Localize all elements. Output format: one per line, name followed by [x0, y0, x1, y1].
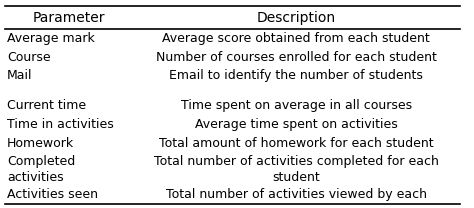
Text: Time spent on average in all courses: Time spent on average in all courses	[181, 99, 412, 113]
Text: Mail: Mail	[7, 69, 33, 82]
Text: Homework: Homework	[7, 137, 74, 150]
Text: Number of courses enrolled for each student: Number of courses enrolled for each stud…	[156, 51, 437, 64]
Text: Current time: Current time	[7, 99, 86, 113]
Text: Total amount of homework for each student: Total amount of homework for each studen…	[159, 137, 434, 150]
Text: Course: Course	[7, 51, 51, 64]
Text: Completed
activities: Completed activities	[7, 155, 75, 183]
Text: Email to identify the number of students: Email to identify the number of students	[169, 69, 423, 82]
Text: Parameter: Parameter	[32, 11, 105, 25]
Text: Average score obtained from each student: Average score obtained from each student	[162, 32, 430, 45]
Text: Total number of activities viewed by each: Total number of activities viewed by eac…	[166, 188, 427, 201]
Text: Average mark: Average mark	[7, 32, 95, 45]
Text: Time in activities: Time in activities	[7, 118, 114, 131]
Text: Total number of activities completed for each
student: Total number of activities completed for…	[154, 155, 438, 183]
Text: Description: Description	[256, 11, 336, 25]
Text: Average time spent on activities: Average time spent on activities	[195, 118, 398, 131]
Text: Activities seen: Activities seen	[7, 188, 98, 201]
